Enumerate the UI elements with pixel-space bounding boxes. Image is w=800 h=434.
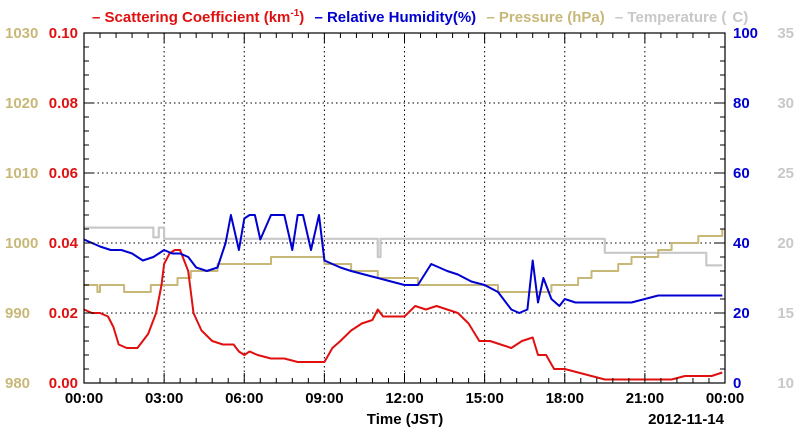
y-tick-label-pressure: 980 <box>5 375 30 392</box>
legend: – Scattering Coefficient (km-1) – Relati… <box>92 8 748 26</box>
x-tick-label: 00:00 <box>65 390 103 407</box>
x-axis-title: Time (JST) <box>367 411 443 428</box>
y-tick-label-scattering: 0.06 <box>49 165 78 182</box>
y-tick-label-temperature: 15 <box>777 305 794 322</box>
x-tick-label: 21:00 <box>626 390 664 407</box>
date-label: 2012-11-14 <box>648 411 725 428</box>
y-tick-label-scattering: 0.02 <box>49 305 78 322</box>
y-tick-label-pressure: 1030 <box>5 25 38 42</box>
y-axis-scattering: 0.00 0.02 0.04 0.06 0.08 0.10 <box>49 25 79 392</box>
series-line-scattering <box>83 249 723 381</box>
y-tick-label-temperature: 25 <box>777 165 794 182</box>
y-tick-label-temperature: 10 <box>777 375 794 392</box>
ticks <box>83 32 726 384</box>
series-layer <box>83 214 724 381</box>
y-tick-label-temperature: 20 <box>777 235 794 252</box>
x-tick-label: 18:00 <box>546 390 584 407</box>
series-line-pressure <box>84 229 724 293</box>
y-tick-label-humidity: 40 <box>733 235 750 252</box>
y-tick-label-humidity: 100 <box>733 25 758 42</box>
legend-scattering-sup: -1 <box>290 8 299 19</box>
y-tick-label-humidity: 60 <box>733 165 750 182</box>
legend-humidity: – Relative Humidity(%) <box>314 9 476 26</box>
x-tick-label: 12:00 <box>385 390 423 407</box>
y-tick-label-humidity: 80 <box>733 95 750 112</box>
legend-pressure: – Pressure (hPa) <box>486 9 604 26</box>
series-line-humidity <box>83 214 723 314</box>
series-line-temperature <box>84 226 723 267</box>
x-axis: 00:00 03:00 06:00 09:00 12:00 15:00 18:00 21:00… <box>65 390 744 407</box>
legend-scattering: – Scattering Coefficient (km-1) <box>92 8 304 26</box>
y-axis-pressure: 980 990 1000 1010 1020 1030 <box>5 25 38 392</box>
y-tick-label-humidity: 20 <box>733 305 750 322</box>
y-tick-label-pressure: 1000 <box>5 235 38 252</box>
y-tick-label-temperature: 30 <box>777 95 794 112</box>
y-tick-label-scattering: 0.04 <box>49 235 79 252</box>
grid <box>84 33 725 383</box>
x-tick-label: 00:00 <box>706 390 744 407</box>
y-tick-label-temperature: 35 <box>777 25 794 42</box>
legend-temperature: – Temperature (C) <box>615 9 748 26</box>
y-tick-label-pressure: 1020 <box>5 95 38 112</box>
y-tick-label-scattering: 0.00 <box>49 375 78 392</box>
y-tick-label-pressure: 990 <box>5 305 30 322</box>
x-tick-label: 03:00 <box>145 390 183 407</box>
x-tick-label: 09:00 <box>305 390 343 407</box>
y-tick-label-scattering: 0.08 <box>49 95 78 112</box>
y-axis-humidity: 0 20 40 60 80 100 <box>733 25 758 392</box>
x-tick-label: 15:00 <box>465 390 503 407</box>
y-tick-label-scattering: 0.10 <box>49 25 78 42</box>
y-tick-label-humidity: 0 <box>733 375 741 392</box>
x-tick-label: 06:00 <box>225 390 263 407</box>
y-tick-label-pressure: 1010 <box>5 165 38 182</box>
y-axis-temperature: 10 15 20 25 30 35 <box>777 25 794 392</box>
